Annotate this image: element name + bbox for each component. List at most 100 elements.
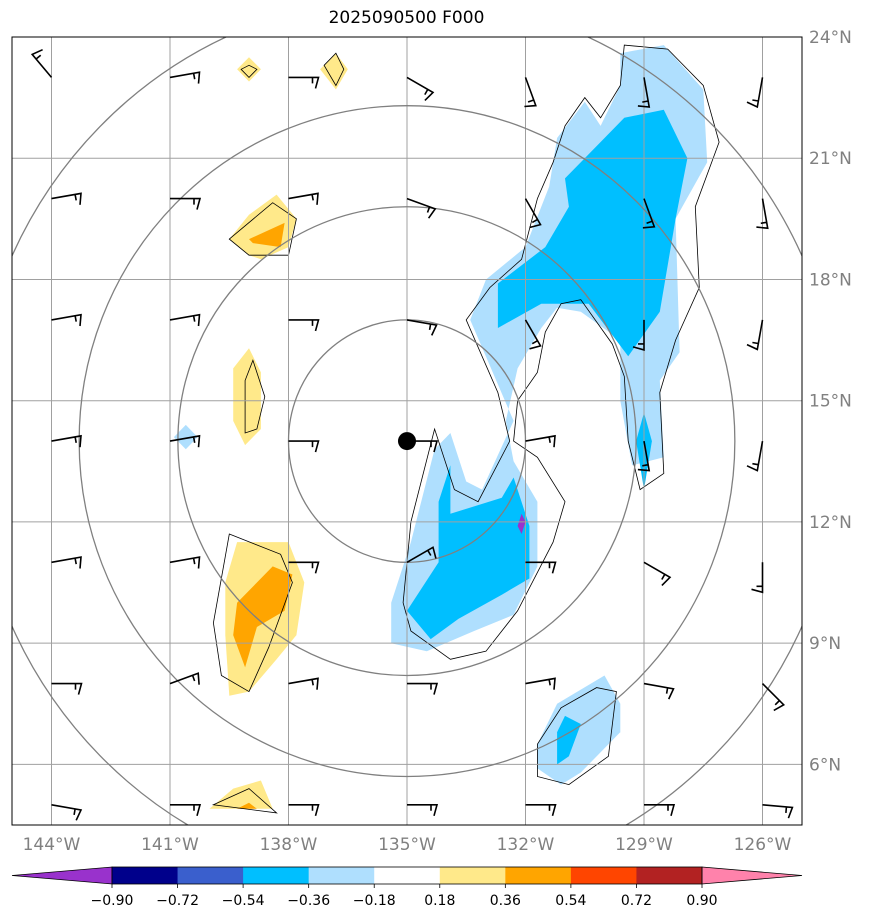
colorbar-segment (112, 867, 179, 884)
x-tick-label: 132°W (497, 835, 555, 855)
y-tick-label: 15°N (809, 392, 852, 412)
x-axis-ticks: 144°W 141°W 138°W 135°W 132°W 129°W 126°W (23, 835, 792, 855)
wind-barb (637, 440, 651, 472)
wind-barb (642, 198, 656, 229)
y-tick-label: 21°N (809, 149, 852, 169)
wind-barb (407, 440, 439, 453)
wind-barb (406, 76, 435, 101)
colorbar-segment (177, 867, 244, 884)
wind-barb (761, 683, 786, 712)
wind-barbs (30, 48, 794, 821)
wind-barb (746, 77, 764, 109)
chart-title: 2025090500 F000 (328, 8, 485, 28)
shaded-region-13 (237, 57, 261, 82)
colorbar-tick-label: 0.18 (424, 893, 455, 909)
x-tick-label: 135°W (378, 835, 436, 855)
x-tick-label: 144°W (23, 835, 81, 855)
wind-barb (170, 197, 202, 210)
colorbar: −0.90 −0.72 −0.54 −0.36 −0.18 0.18 0.36 0.54 0.7… (11, 866, 803, 909)
wind-barb (762, 804, 794, 819)
wind-barb (525, 434, 556, 448)
shaded-region-1 (497, 109, 688, 357)
wind-barb (169, 672, 200, 685)
x-tick-label: 126°W (734, 835, 792, 855)
colorbar-extend-high (701, 866, 803, 885)
contour-line-4 (212, 533, 293, 693)
x-tick-label: 138°W (260, 835, 318, 855)
colorbar-segment (505, 867, 572, 884)
shaded-region-9 (249, 222, 285, 248)
wind-barb (525, 804, 557, 817)
wind-barb (169, 556, 201, 569)
contour-line-3 (244, 359, 266, 434)
colorbar-tick-label: −0.90 (91, 893, 134, 909)
gridlines (12, 37, 802, 825)
range-rings (12, 37, 802, 825)
colorbar-tick-label: −0.54 (222, 893, 265, 909)
wind-barb (288, 440, 320, 453)
range-ring-2 (78, 105, 736, 778)
wind-barb (169, 313, 201, 327)
wind-barb (524, 77, 537, 108)
x-tick-label: 129°W (615, 835, 673, 855)
wind-barb (169, 434, 201, 448)
wind-barb (406, 546, 437, 563)
wind-barb (644, 804, 676, 817)
y-axis-ticks: 24°N 21°N 18°N 15°N 12°N 9°N 6°N (809, 28, 852, 775)
wind-barb (51, 556, 82, 569)
wind-barb (51, 682, 83, 695)
wind-barb (524, 198, 542, 229)
x-tick-label: 141°W (141, 835, 199, 855)
shaded-region-2 (407, 465, 530, 640)
colorbar-segment (636, 867, 703, 884)
y-tick-label: 6°N (809, 755, 841, 775)
contour-line-1 (537, 687, 617, 786)
wind-barb (406, 197, 437, 219)
wind-barb (643, 561, 672, 586)
colorbar-segment (374, 867, 441, 884)
colorbar-segment (243, 867, 310, 884)
wind-barb (632, 319, 645, 351)
colorbar-tick-label: 0.72 (621, 893, 652, 909)
shaded-region-10 (233, 348, 261, 446)
wind-barb (288, 76, 320, 89)
shaded-region-15 (209, 780, 273, 809)
colorbar-tick-label: −0.18 (353, 893, 396, 909)
storm-center-marker (398, 432, 416, 451)
shaded-region-7 (173, 424, 198, 450)
wind-barb (30, 48, 53, 78)
wind-barb (524, 319, 542, 350)
wind-barb (288, 561, 320, 574)
wind-barb (51, 313, 82, 327)
wind-barb (407, 682, 439, 695)
wind-barb (525, 561, 557, 574)
wind-barb (637, 77, 651, 108)
wind-barb (746, 440, 764, 472)
wind-barb (288, 319, 320, 332)
wind-barb (746, 319, 764, 351)
wind-barb (169, 71, 201, 84)
contour-line-7 (211, 788, 278, 814)
wind-barb (288, 804, 320, 817)
shaded-region-16 (237, 802, 257, 809)
wind-barb (643, 682, 675, 700)
y-tick-label: 9°N (809, 634, 841, 654)
colorbar-extend-low (11, 866, 113, 885)
wind-barb (51, 192, 82, 205)
colorbar-tick-label: 0.36 (490, 893, 521, 909)
colorbar-tick-label: −0.72 (156, 893, 199, 909)
wind-barb (525, 677, 556, 690)
colorbar-segment (308, 867, 375, 884)
shaded-region-12 (233, 566, 293, 668)
colorbar-tick-label: 0.90 (686, 893, 717, 909)
colorbar-segment (570, 867, 637, 884)
contour-line-6 (323, 52, 345, 87)
storm-center (398, 432, 416, 451)
wind-barb (756, 198, 769, 230)
wind-barb (751, 562, 764, 594)
y-tick-label: 18°N (809, 270, 852, 290)
shaded-region-6 (557, 715, 581, 765)
colorbar-tick-label: −0.36 (287, 893, 330, 909)
y-tick-label: 12°N (809, 513, 852, 533)
